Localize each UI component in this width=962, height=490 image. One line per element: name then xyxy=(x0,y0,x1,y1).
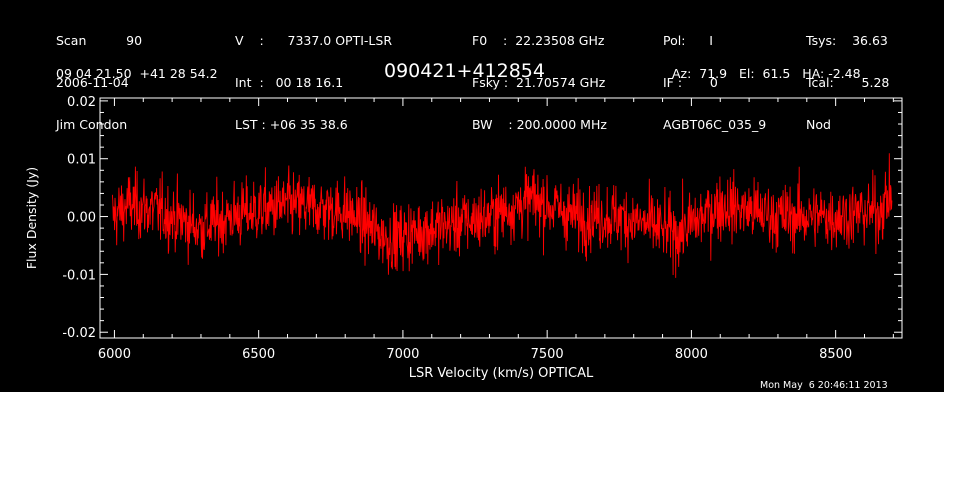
y-tick-label: -0.01 xyxy=(62,268,96,283)
sky-frequency: Fsky : 21.70574 GHz xyxy=(472,75,606,90)
y-tick-label: -0.02 xyxy=(62,326,96,341)
lst-info: LST : +06 35 38.6 xyxy=(235,117,348,132)
observation-date: 2006-11-04 xyxy=(56,75,129,90)
x-tick-label: 7000 xyxy=(386,347,419,362)
bandwidth: BW : 200.0000 MHz xyxy=(472,117,607,132)
y-tick-label: 0.01 xyxy=(67,153,96,168)
spectrum-series-line xyxy=(111,153,893,278)
x-tick-label: 6500 xyxy=(242,347,275,362)
spectrum-chart: 6000 6500 7000 7500 8000 8500 -0.02 -0.01 0.00 0.… xyxy=(24,95,903,381)
header-col3: F0 : 22.23508 GHz Fsky : 21.70574 GHz BW… xyxy=(472,6,607,146)
plot-panel: 6000 6500 7000 7500 8000 8500 -0.02 -0.01 0.00 0.… xyxy=(0,0,944,392)
y-tick-label: 0.00 xyxy=(67,211,96,226)
system-temperature: Tsys: 36.63 xyxy=(806,33,888,48)
plot-timestamp: Mon May 6 20:46:11 2013 xyxy=(760,380,888,391)
polarization: Pol: I xyxy=(663,33,713,48)
x-axis-label: LSR Velocity (km/s) OPTICAL xyxy=(409,366,594,381)
y-tick-label: 0.02 xyxy=(67,95,96,110)
cal-temperature: Tcal: 5.28 xyxy=(806,75,890,90)
velocity-info: V : 7337.0 OPTI-LSR xyxy=(235,33,393,48)
header-col4: Pol: I IF : 0 AGBT06C_035_9 xyxy=(663,6,766,146)
x-tick-label: 7500 xyxy=(531,347,564,362)
header-col5: Tsys: 36.63 Tcal: 5.28 Nod xyxy=(806,6,889,146)
x-tick-label: 6000 xyxy=(98,347,131,362)
source-name: 090421+412854 xyxy=(384,60,545,82)
observer-name: Jim Condon xyxy=(56,117,128,132)
integration-time: Int : 00 18 16.1 xyxy=(235,75,344,90)
project-id: AGBT06C_035_9 xyxy=(663,117,767,132)
pointing-info: Az: 71.9 El: 61.5 HA: -2.48 xyxy=(672,66,861,81)
y-axis-label: Flux Density (Jy) xyxy=(24,167,39,269)
header-col1: Scan 90 2006-11-04 Jim Condon xyxy=(56,6,142,146)
x-tick-label: 8000 xyxy=(675,347,708,362)
rest-frequency: F0 : 22.23508 GHz xyxy=(472,33,605,48)
if-number: IF : 0 xyxy=(663,75,718,90)
source-coordinates: 09 04 21.50 +41 28 54.2 xyxy=(56,66,218,81)
header-col2: V : 7337.0 OPTI-LSR Int : 00 18 16.1 LST… xyxy=(235,6,392,146)
x-tick-label: 8500 xyxy=(819,347,852,362)
plot-frame xyxy=(99,97,903,339)
observing-mode: Nod xyxy=(806,117,831,132)
scan-number: Scan 90 xyxy=(56,33,143,48)
